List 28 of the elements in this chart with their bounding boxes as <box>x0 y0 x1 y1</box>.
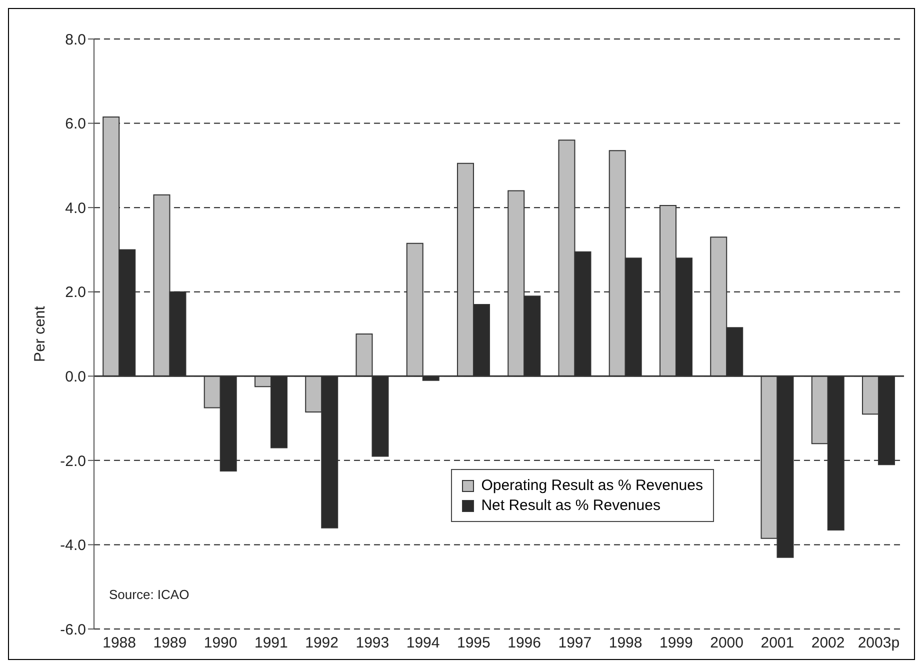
x-tick-label: 1994 <box>406 634 440 652</box>
y-tick-label: 4.0 <box>65 200 86 217</box>
x-tick-label: 1998 <box>608 634 642 652</box>
x-tick-label: 1991 <box>254 634 288 652</box>
y-tick-label: -6.0 <box>60 621 86 638</box>
y-tick-label: 6.0 <box>65 116 86 133</box>
x-tick-label: 2001 <box>760 634 794 652</box>
y-axis-title: Per cent <box>31 305 48 362</box>
y-tick-label: 8.0 <box>65 31 86 48</box>
x-tick-label: 1995 <box>457 634 490 652</box>
y-tick-label: -4.0 <box>60 537 86 554</box>
x-tick-label: 2002 <box>811 634 845 652</box>
x-tick-label: 2003p <box>858 634 900 652</box>
legend-label: Operating Result as % Revenues <box>481 477 703 494</box>
x-tick-label: 1997 <box>558 634 592 652</box>
x-tick-label: 1993 <box>356 634 390 652</box>
y-tick-label: -2.0 <box>60 452 86 470</box>
x-tick-label: 1989 <box>153 634 187 652</box>
x-tick-label: 2000 <box>710 634 744 652</box>
y-tick-label: 0.0 <box>65 368 86 386</box>
x-tick-label: 1988 <box>102 634 136 652</box>
y-tick-label: 2.0 <box>65 284 86 302</box>
source-note: Source: ICAO <box>109 587 190 602</box>
x-tick-label: 1999 <box>660 634 693 652</box>
x-tick-label: 1996 <box>508 634 541 652</box>
x-tick-label: 1992 <box>305 634 338 652</box>
legend-label: Net Result as % Revenues <box>481 497 660 514</box>
x-tick-label: 1990 <box>204 634 238 652</box>
